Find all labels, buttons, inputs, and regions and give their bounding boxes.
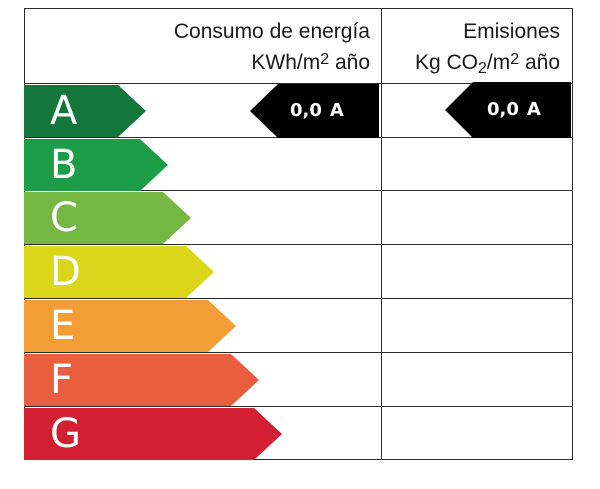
- class-letter: B: [50, 142, 78, 188]
- consumo-rating-letter: A: [329, 100, 344, 121]
- row-divider: [24, 244, 573, 245]
- emisiones-rating-letter: A: [526, 99, 541, 120]
- class-arrow-b: B: [24, 139, 168, 191]
- arrow-shape: [24, 354, 259, 406]
- emisiones-rating-label: 0,0 A: [487, 82, 541, 138]
- consumo-rating-label: 0,0 A: [290, 84, 344, 138]
- row-divider: [24, 298, 573, 299]
- class-arrow-f: F: [24, 354, 259, 406]
- class-arrow-c: C: [24, 192, 191, 244]
- column-divider: [381, 8, 382, 460]
- header-divider: [24, 83, 573, 84]
- consumo-title: Consumo de energía: [173, 20, 370, 43]
- class-letter: G: [50, 411, 81, 457]
- arrow-shape: [24, 300, 236, 352]
- class-letter: C: [50, 195, 78, 241]
- emisiones-rating-marker: 0,0 A: [445, 82, 571, 138]
- marker-shape: [250, 84, 379, 138]
- row-divider: [24, 352, 573, 353]
- arrow-shape: [24, 192, 191, 244]
- emisiones-rating-value: 0,0: [487, 99, 519, 120]
- consumo-rating-value: 0,0: [290, 100, 322, 121]
- consumo-unit: KWh/m2 año: [251, 51, 370, 74]
- arrow-shape: [24, 408, 282, 460]
- class-letter: A: [50, 88, 78, 134]
- row-divider: [24, 406, 573, 407]
- class-arrow-a: A: [24, 85, 146, 137]
- class-arrow-g: G: [24, 408, 282, 460]
- emisiones-unit: Kg CO2/m2 año: [414, 51, 560, 77]
- emisiones-header: Emisiones Kg CO2/m2 año: [415, 18, 560, 83]
- row-divider: [24, 190, 573, 191]
- consumo-header: Consumo de energía KWh/m2 año: [174, 18, 370, 77]
- arrow-shape: [24, 85, 146, 137]
- class-letter: F: [50, 357, 74, 403]
- arrow-shape: [24, 246, 214, 298]
- consumo-rating-marker: 0,0 A: [250, 84, 379, 138]
- marker-shape: [445, 82, 571, 138]
- class-arrow-e: E: [24, 300, 236, 352]
- class-letter: D: [50, 249, 81, 295]
- class-arrow-d: D: [24, 246, 214, 298]
- class-letter: E: [50, 303, 76, 349]
- arrow-shape: [24, 139, 168, 191]
- emisiones-title: Emisiones: [463, 20, 560, 43]
